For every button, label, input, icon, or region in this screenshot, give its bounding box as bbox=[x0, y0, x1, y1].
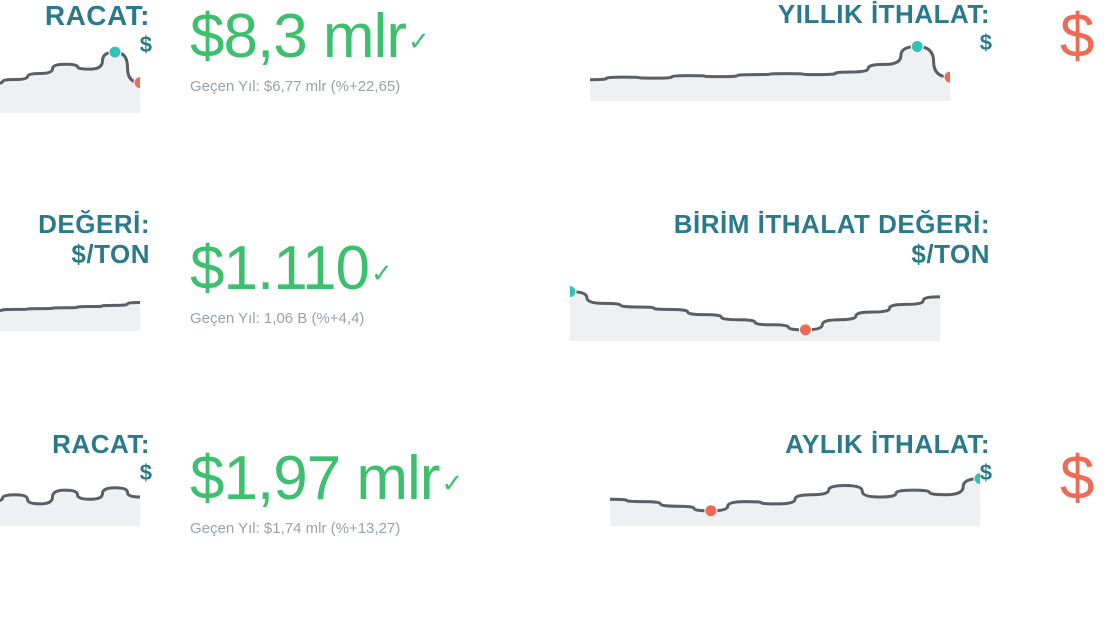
check-icon: ✓ bbox=[408, 26, 429, 56]
export-yearly-sub: Geçen Yıl: $6,77 mlr (%+22,65) bbox=[190, 78, 429, 95]
export-yearly-value: $8,3 mlr✓ bbox=[190, 6, 429, 68]
export-monthly-sub: Geçen Yıl: $1,74 mlr (%+13,27) bbox=[190, 520, 462, 537]
export-unit-value: $1.110✓ bbox=[190, 238, 392, 300]
import-monthly-title: AYLIK İTHALAT: bbox=[610, 430, 990, 460]
import-yearly-title: YILLIK İTHALAT: bbox=[590, 0, 990, 30]
export-monthly-title: RACAT: bbox=[0, 430, 150, 460]
import-unit-title: BİRİM İTHALAT DEĞERİ: $/TON bbox=[570, 210, 990, 270]
import-yearly-sparkline bbox=[590, 36, 950, 101]
check-icon: ✓ bbox=[371, 258, 392, 288]
export-yearly-sparkline bbox=[0, 38, 140, 113]
export-unit-title: DEĞERİ: $/TON bbox=[0, 210, 150, 270]
check-icon: ✓ bbox=[441, 468, 462, 498]
export-unit-sub: Geçen Yıl: 1,06 B (%+4,4) bbox=[190, 310, 392, 327]
import-yearly-value: $ bbox=[1060, 6, 1093, 68]
export-yearly-title: RACAT: bbox=[0, 0, 150, 32]
import-unit-sparkline bbox=[570, 276, 940, 341]
export-monthly-unit: $ bbox=[140, 460, 152, 486]
export-monthly-sparkline bbox=[0, 466, 140, 526]
import-monthly-value: $ bbox=[1060, 448, 1093, 510]
export-unit-sparkline bbox=[0, 276, 140, 331]
export-monthly-value: $1,97 mlr✓ bbox=[190, 448, 462, 510]
import-yearly-unit: $ bbox=[980, 30, 992, 56]
export-yearly-unit: $ bbox=[140, 32, 152, 58]
import-monthly-unit: $ bbox=[980, 460, 992, 486]
import-monthly-sparkline bbox=[610, 466, 980, 526]
